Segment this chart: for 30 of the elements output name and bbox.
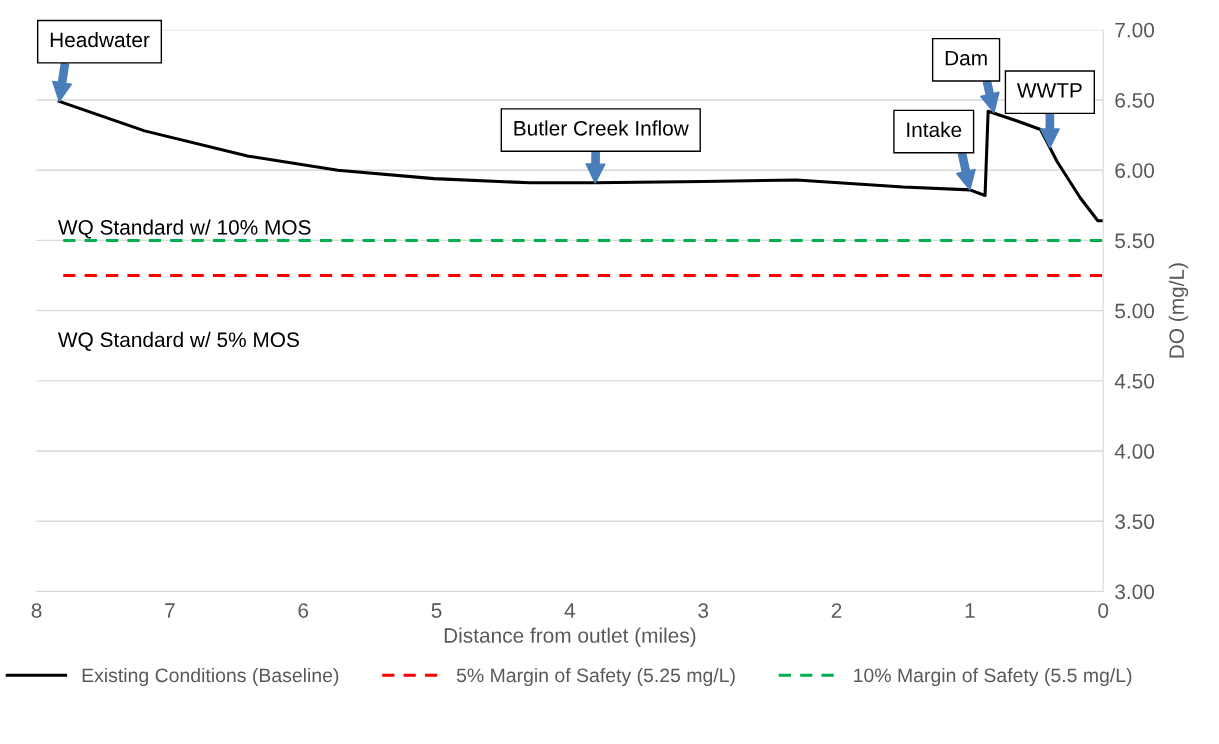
y-tick-label: 5.50 (1115, 233, 1155, 249)
legend-label: 10% Margin of Safety (5.5 mg/L) (854, 667, 1132, 687)
y-tick-label: 6.00 (1115, 163, 1155, 178)
annotation: Intake (907, 121, 962, 138)
y-tick-label: 4.00 (1114, 444, 1155, 459)
x-tick-label: 6 (298, 603, 309, 618)
legend-label: Existing Conditions (Baseline) (82, 667, 339, 687)
annotation: Headwater (50, 31, 150, 48)
annotation: Butler Creek Inflow (514, 120, 689, 136)
annotation: Dam (945, 50, 987, 66)
x-tick-label: 3 (698, 603, 709, 618)
x-tick-label: 7 (165, 603, 175, 618)
y-tick-label: 5.00 (1115, 303, 1155, 319)
x-tick-label: 1 (965, 603, 975, 618)
x-tick-label: 4 (564, 603, 576, 618)
x-tick-label: 8 (31, 603, 42, 618)
y-axis-title: DO (mg/L) (1168, 263, 1189, 358)
y-tick-label: 6.50 (1115, 92, 1155, 108)
annotation: WQ Standard w/ 5% MOS (57, 331, 299, 351)
x-tick-label: 0 (1098, 603, 1109, 618)
x-axis-title: Distance from outlet (miles) (444, 627, 696, 647)
y-tick-label: 4.50 (1114, 373, 1155, 389)
y-tick-label: 3.50 (1115, 514, 1155, 530)
x-tick-label: 5 (431, 603, 442, 618)
annotation: WWTP (1016, 83, 1082, 98)
y-tick-label: 3.00 (1115, 584, 1155, 600)
annotation: WQ Standard w/ 10% MOS (57, 219, 311, 239)
y-tick-label: 7.00 (1115, 22, 1155, 38)
legend-label: 5% Margin of Safety (5.25 mg/L) (456, 667, 735, 687)
x-tick-label: 2 (831, 603, 842, 618)
